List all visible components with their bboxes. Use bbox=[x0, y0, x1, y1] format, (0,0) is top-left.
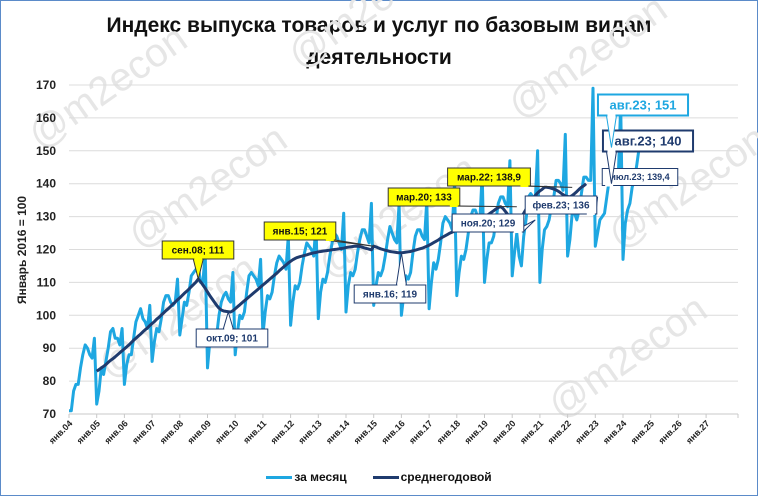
data-callout: янв.16; 119 bbox=[353, 252, 427, 304]
data-callout: июл.23; 139,4 bbox=[601, 168, 679, 187]
y-tick-label: 70 bbox=[43, 407, 57, 421]
data-callout: сен.08; 111 bbox=[161, 240, 235, 280]
x-tick-label: янв.11 bbox=[241, 418, 268, 445]
data-callout: ноя.20; 129 bbox=[451, 213, 536, 233]
callout-label: авг.23; 151 bbox=[609, 98, 676, 113]
x-tick-label: янв.23 bbox=[573, 418, 600, 445]
legend-swatch-monthly bbox=[266, 475, 293, 479]
callout-label: авг.23; 140 bbox=[614, 134, 681, 149]
data-callout: янв.15; 121 bbox=[263, 221, 374, 247]
callout-label: мар.20; 133 bbox=[396, 193, 452, 204]
x-tick-label: янв.10 bbox=[213, 418, 240, 445]
data-callout: авг.23; 151 bbox=[596, 93, 690, 148]
series-layer bbox=[69, 86, 641, 413]
x-tick-label: янв.13 bbox=[296, 418, 323, 445]
watermark-text: @m2econ bbox=[540, 286, 715, 427]
x-tick-label: янв.27 bbox=[684, 418, 711, 445]
data-callout: окт.09; 101 bbox=[195, 310, 269, 348]
y-axis-label: Январь 2016 = 100 bbox=[15, 196, 29, 305]
y-tick-label: 90 bbox=[43, 341, 57, 355]
legend: за месяц среднегодовой bbox=[0, 470, 758, 484]
legend-item-annual-average[interactable]: среднегодовой bbox=[372, 470, 492, 484]
x-tick-label: янв.09 bbox=[186, 418, 213, 445]
chart-title-line-1: Индекс выпуска товаров и услуг по базовы… bbox=[106, 14, 652, 37]
x-tick-label: янв.17 bbox=[407, 418, 434, 445]
chart-title: Индекс выпуска товаров и услуг по базовы… bbox=[0, 10, 758, 74]
callout-label: мар.22; 138,9 bbox=[457, 173, 521, 184]
y-tick-label: 100 bbox=[36, 308, 56, 322]
callout-label: янв.15; 121 bbox=[273, 227, 328, 238]
x-tick-label: янв.24 bbox=[601, 418, 628, 445]
x-tick-label: янв.15 bbox=[352, 418, 379, 445]
legend-label-annual-average: среднегодовой bbox=[400, 470, 492, 484]
x-tick-label: янв.20 bbox=[490, 418, 517, 445]
y-tick-label: 130 bbox=[36, 210, 56, 224]
data-callout: мар.20; 133 bbox=[387, 187, 517, 208]
x-tick-label: янв.21 bbox=[518, 418, 545, 445]
x-tick-label: янв.18 bbox=[435, 418, 462, 445]
data-callout: авг.23; 140 bbox=[601, 129, 695, 184]
y-tick-label: 150 bbox=[36, 144, 56, 158]
y-tick-label: 140 bbox=[36, 177, 56, 191]
y-tick-label: 80 bbox=[43, 374, 57, 388]
y-axis-ticks: 70 80 90 100 110 120 130 140 150 160 170 bbox=[36, 78, 56, 421]
x-axis-ticks: янв.04 янв.05 янв.06 янв.07 янв.08 янв.09 янв.… bbox=[47, 414, 739, 446]
x-tick-label: янв.08 bbox=[158, 418, 185, 445]
chart-title-line-2: деятельности bbox=[306, 46, 452, 69]
callout-label: июл.23; 139,4 bbox=[610, 172, 669, 182]
x-tick-label: янв.16 bbox=[379, 418, 406, 445]
legend-swatch-annual-average bbox=[372, 475, 399, 479]
y-tick-label: 110 bbox=[37, 275, 57, 289]
annotations-layer: сен.08; 111 окт.09; 101 янв.15; 121 янв.16;… bbox=[161, 93, 695, 348]
x-tick-label: янв.04 bbox=[47, 418, 74, 445]
x-tick-label: янв.19 bbox=[463, 418, 490, 445]
x-tick-label: янв.06 bbox=[102, 418, 129, 445]
legend-label-monthly: за месяц bbox=[294, 470, 347, 484]
y-tick-label: 170 bbox=[36, 78, 56, 92]
legend-item-monthly[interactable]: за месяц bbox=[266, 470, 347, 484]
y-tick-label: 160 bbox=[36, 111, 56, 125]
y-tick-label: 120 bbox=[36, 243, 56, 257]
x-tick-label: янв.25 bbox=[629, 418, 656, 445]
x-tick-label: янв.07 bbox=[130, 418, 157, 445]
callout-label: окт.09; 101 bbox=[206, 334, 258, 345]
x-tick-label: янв.22 bbox=[546, 418, 573, 445]
data-callout: фев.23; 136 bbox=[524, 195, 599, 215]
callout-label: сен.08; 111 bbox=[172, 246, 225, 257]
x-tick-label: янв.12 bbox=[269, 418, 296, 445]
callout-label: ноя.20; 129 bbox=[461, 219, 516, 230]
watermark-text: @m2econ bbox=[280, 0, 455, 77]
series-monthly-line bbox=[69, 86, 641, 413]
x-tick-label: янв.14 bbox=[324, 418, 351, 445]
data-callout: мар.22; 138,9 bbox=[447, 167, 573, 188]
series-annual-average-line bbox=[95, 182, 588, 373]
callout-label: фев.23; 136 bbox=[532, 200, 589, 212]
watermark-layer: @m2econ@m2econ@m2econ @m2econ@m2econ@m2ec… bbox=[20, 0, 758, 427]
x-tick-label: янв.26 bbox=[656, 418, 683, 445]
x-tick-label: янв.05 bbox=[75, 418, 102, 445]
callout-label: янв.16; 119 bbox=[363, 290, 418, 301]
